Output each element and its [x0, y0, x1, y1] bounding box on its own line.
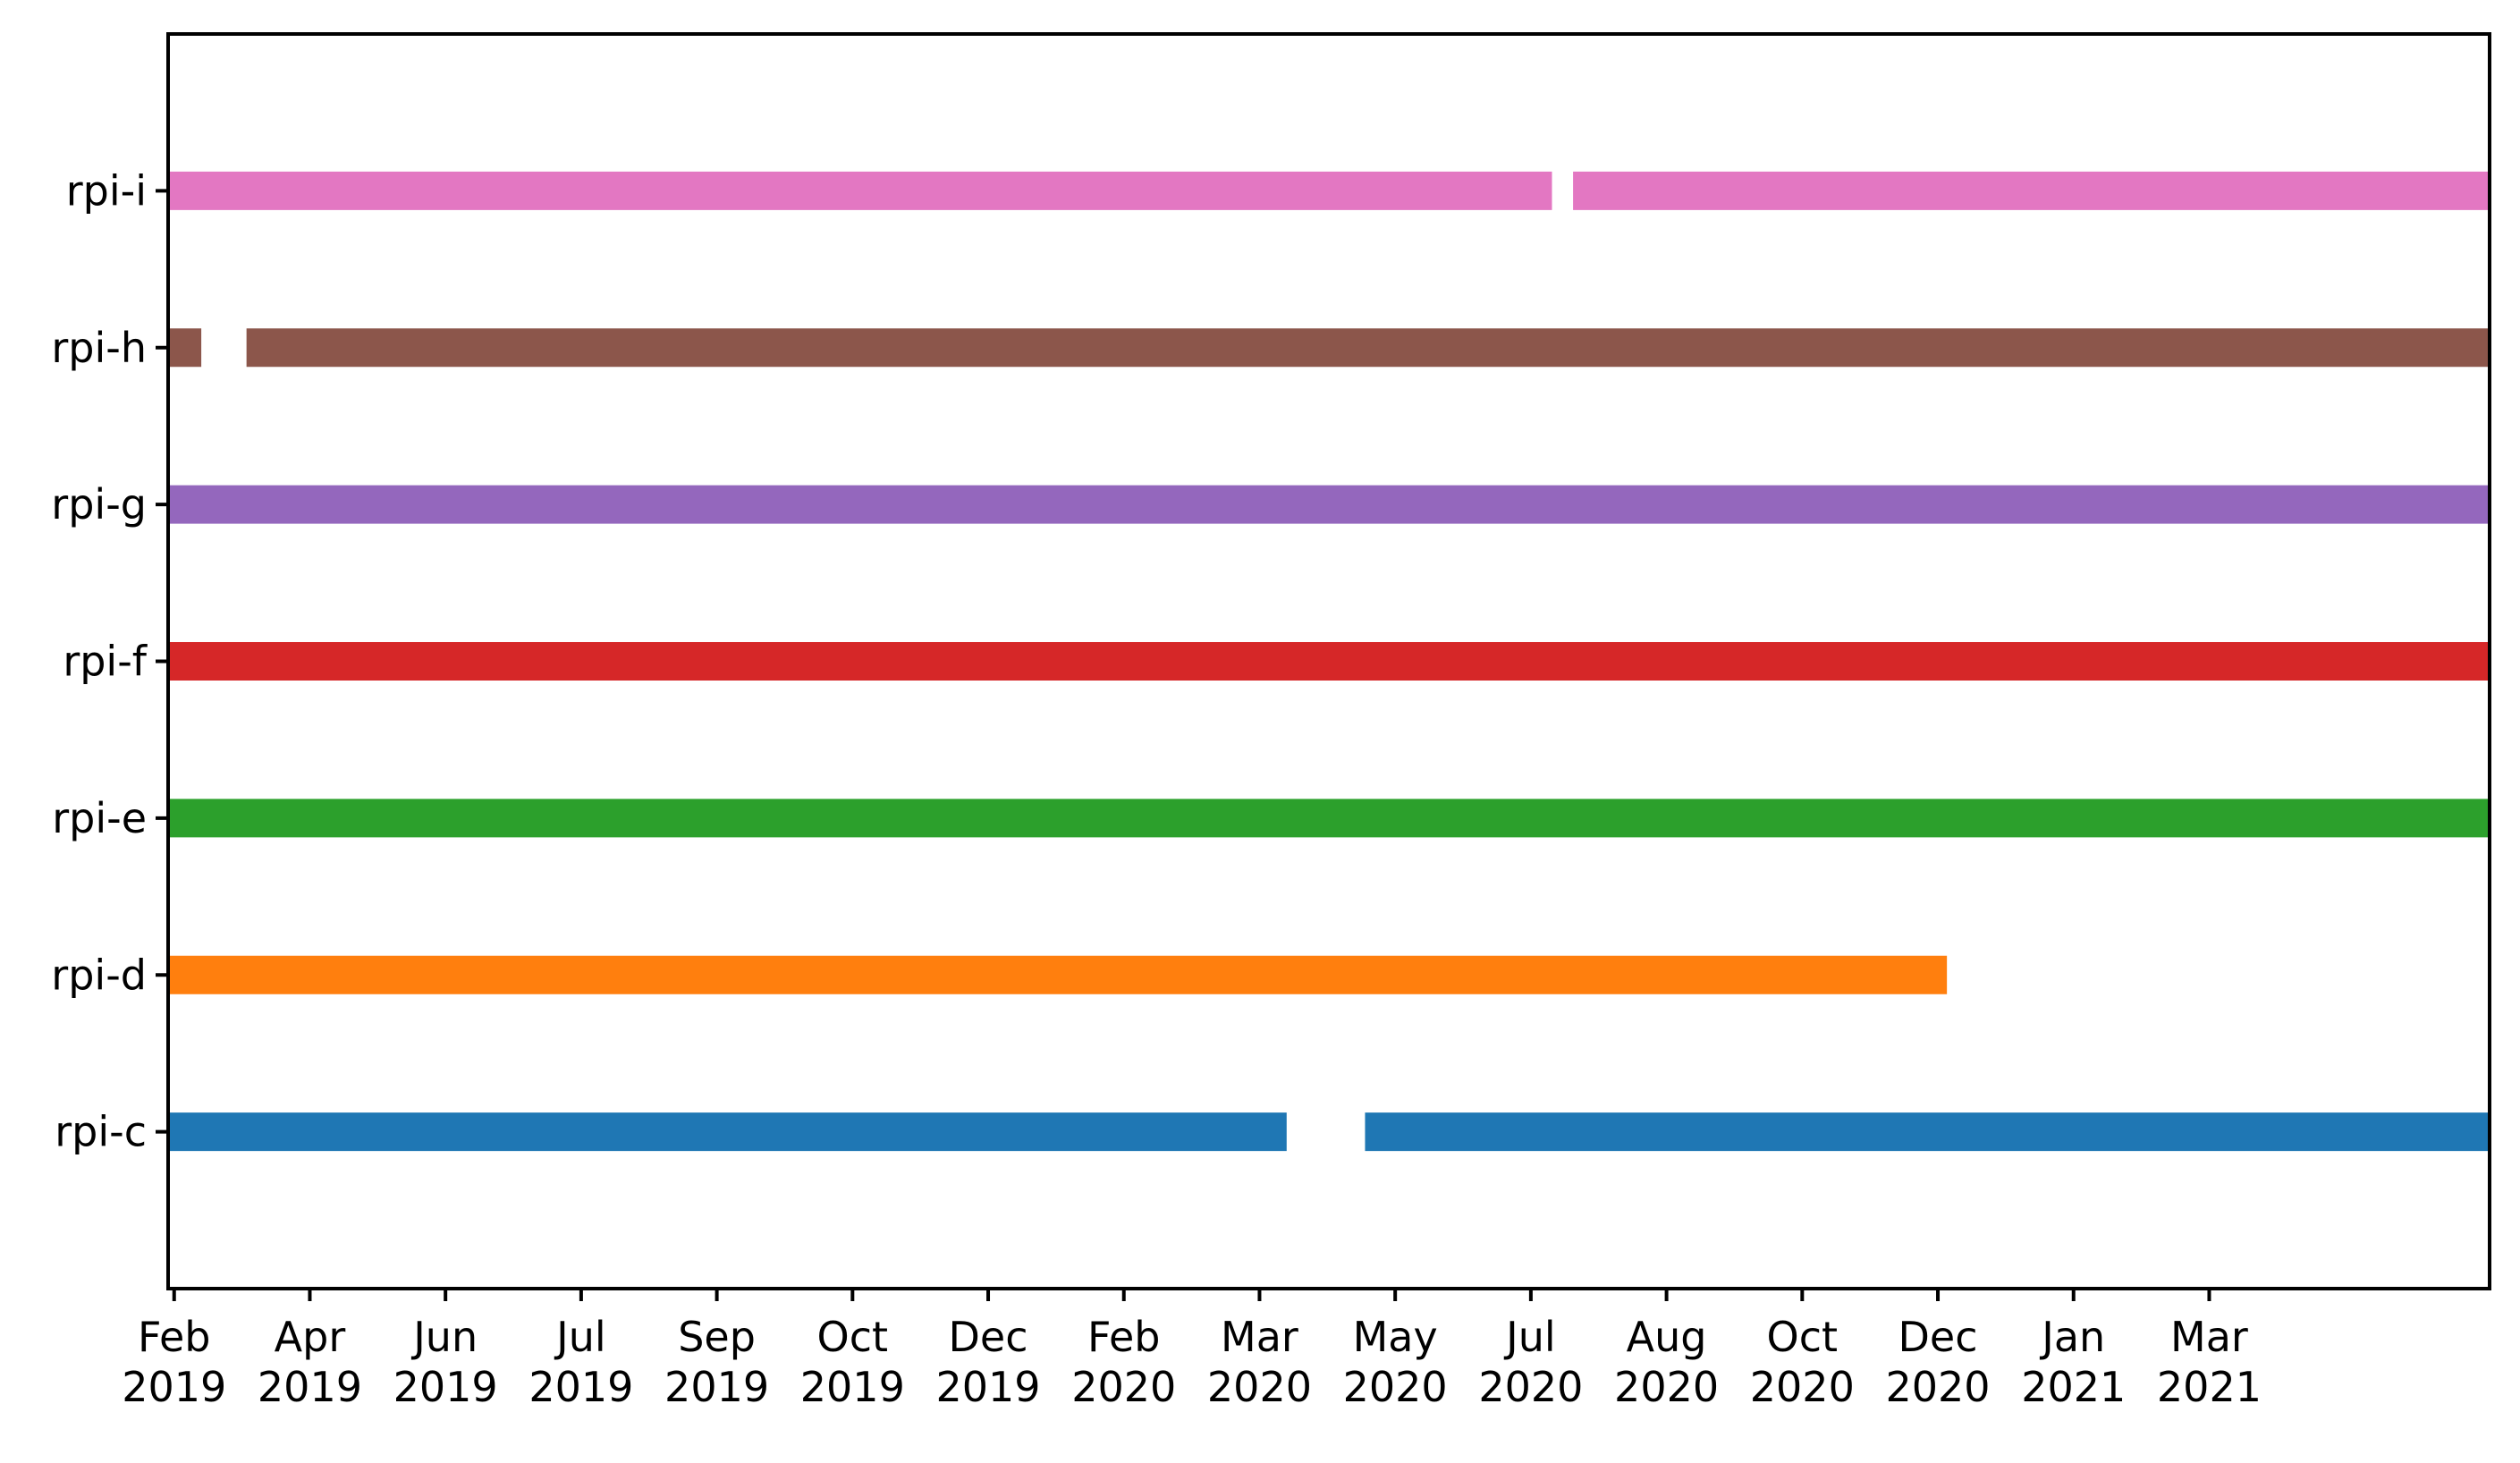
y-tick-label-rpi-i: rpi-i [66, 166, 147, 215]
x-tick-label-16: Mar 2021 [2157, 1313, 2262, 1411]
y-axis: rpi-c rpi-d rpi-e rpi-f rpi-g rpi-h rpi-i [51, 166, 168, 1156]
segment-rpi-d-1 [168, 955, 1948, 994]
x-tick-label-4: Jul 2019 [529, 1313, 633, 1411]
x-tick-label-11: Jul 2020 [1478, 1313, 1583, 1411]
y-tick-label-rpi-d: rpi-d [51, 951, 147, 999]
x-tick-label-5: Sep 2019 [664, 1313, 769, 1411]
x-axis: Feb 2019 Apr 2019 Jun 2019 Jul 2019 Sep 2019 Oct 20… [122, 1289, 2262, 1411]
x-tick-label-2: Apr 2019 [258, 1313, 362, 1411]
segment-rpi-g-1 [168, 485, 2490, 524]
segment-rpi-h-2 [246, 328, 2490, 368]
segment-rpi-i-2 [1573, 171, 2490, 210]
x-tick-label-15: Jan 2021 [2021, 1313, 2126, 1411]
segment-rpi-c-1 [168, 1112, 1287, 1152]
x-tick-label-12: Aug 2020 [1614, 1313, 1719, 1411]
x-tick-label-3: Jun 2019 [393, 1313, 498, 1411]
segment-rpi-e-1 [168, 799, 2490, 838]
segment-rpi-f-1 [168, 642, 2490, 681]
y-tick-label-rpi-g: rpi-g [51, 480, 147, 529]
x-tick-label-9: Mar 2020 [1207, 1313, 1312, 1411]
segment-rpi-h-1 [168, 328, 202, 368]
x-tick-label-14: Dec 2020 [1885, 1313, 1990, 1411]
x-tick-label-1: Feb 2019 [122, 1313, 226, 1411]
x-tick-label-10: May 2020 [1343, 1313, 1448, 1411]
segment-rpi-c-2 [1365, 1112, 2490, 1152]
y-tick-label-rpi-c: rpi-c [55, 1108, 147, 1156]
y-tick-label-rpi-e: rpi-e [52, 794, 147, 842]
segment-rpi-i-1 [168, 171, 1552, 210]
segments-layer [168, 171, 2490, 1152]
y-tick-label-rpi-f: rpi-f [63, 638, 148, 686]
x-tick-label-8: Feb 2020 [1071, 1313, 1176, 1411]
x-tick-label-7: Dec 2019 [935, 1313, 1040, 1411]
x-tick-label-13: Oct 2020 [1750, 1313, 1855, 1411]
x-tick-label-6: Oct 2019 [800, 1313, 905, 1411]
y-tick-label-rpi-h: rpi-h [51, 324, 147, 372]
